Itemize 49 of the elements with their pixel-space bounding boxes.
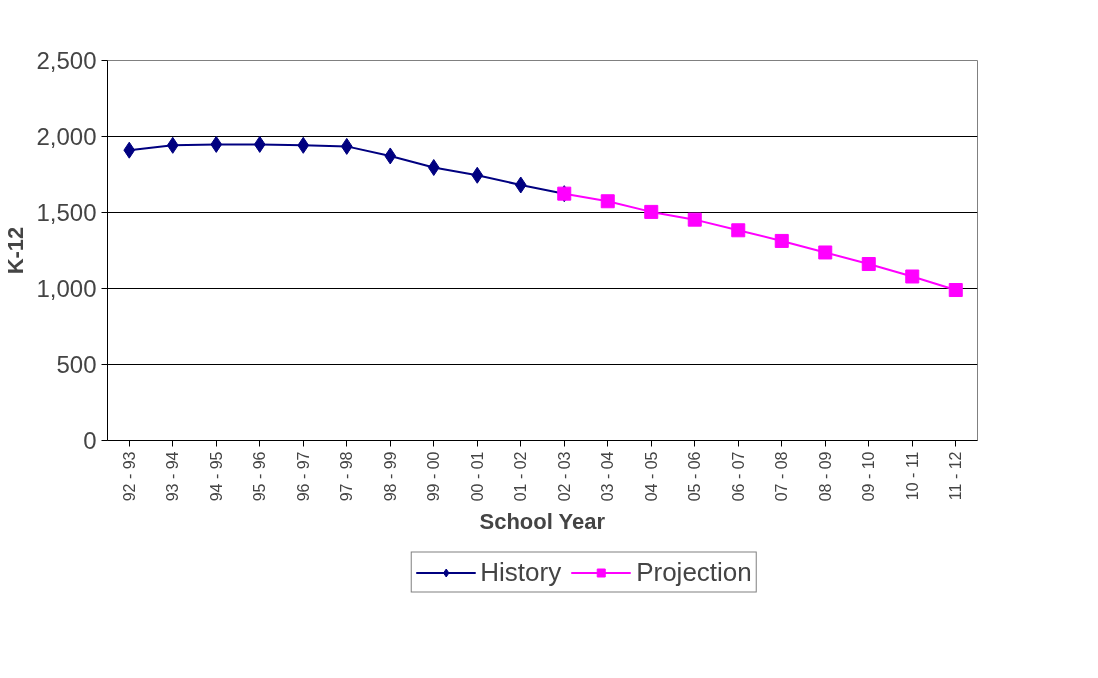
x-tick-label: 10 - 11 xyxy=(903,451,921,501)
y-tick-label: 2,000 xyxy=(36,123,97,150)
x-tick-label: 06 - 07 xyxy=(729,451,747,502)
point xyxy=(427,159,440,177)
x-tick-label: 08 - 09 xyxy=(816,451,834,502)
x-tick-label: 93 - 94 xyxy=(164,451,182,502)
point xyxy=(948,283,963,298)
x-tick-label: 00 - 01 xyxy=(468,451,486,502)
point xyxy=(253,135,266,153)
point xyxy=(166,136,179,154)
x-tick-label: 01 - 02 xyxy=(512,451,530,502)
point xyxy=(210,135,223,153)
point xyxy=(123,141,136,159)
x-tick-label: 99 - 00 xyxy=(425,451,443,502)
point xyxy=(731,223,746,238)
point xyxy=(687,212,702,227)
legend-label: Projection xyxy=(636,556,752,588)
x-tick-label: 05 - 06 xyxy=(686,451,704,502)
y-tick-label: 2,500 xyxy=(36,47,97,74)
point xyxy=(384,147,397,165)
x-tick-label: 97 - 98 xyxy=(338,451,356,502)
x-axis-title: School Year xyxy=(479,509,606,535)
point xyxy=(905,269,920,284)
x-tick-label: 92 - 93 xyxy=(120,451,138,502)
y-axis-title: K-12 xyxy=(3,226,29,275)
point xyxy=(818,245,833,260)
x-tick-label: 09 - 10 xyxy=(860,451,878,502)
x-tick-label: 11 - 12 xyxy=(947,451,965,501)
point xyxy=(861,257,876,272)
point xyxy=(514,176,527,194)
x-tick-label: 95 - 96 xyxy=(251,451,269,502)
point xyxy=(600,194,615,209)
legend-label: History xyxy=(480,556,562,588)
x-tick-label: 96 - 97 xyxy=(294,451,312,502)
x-tick-label: 98 - 99 xyxy=(381,451,399,502)
point xyxy=(297,136,310,154)
y-tick-label: 1,500 xyxy=(36,199,97,226)
y-tick-label: 1,000 xyxy=(36,275,97,302)
x-tick-label: 02 - 03 xyxy=(555,451,573,502)
x-tick-label: 03 - 04 xyxy=(599,451,617,502)
y-tick-label: 500 xyxy=(56,351,97,378)
point xyxy=(471,166,484,184)
point xyxy=(774,233,789,248)
y-tick-label: 0 xyxy=(83,427,97,454)
x-tick-label: 07 - 08 xyxy=(773,451,791,502)
point xyxy=(644,204,659,219)
x-tick-label: 04 - 05 xyxy=(642,451,660,502)
point xyxy=(340,137,353,155)
x-tick-label: 94 - 95 xyxy=(207,451,225,502)
